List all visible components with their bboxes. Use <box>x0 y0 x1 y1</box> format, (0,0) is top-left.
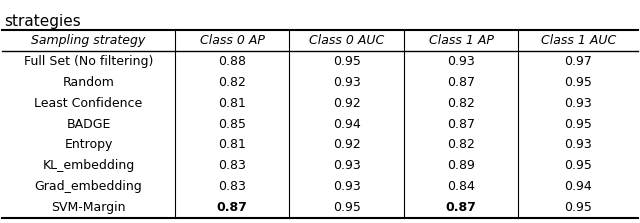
Text: 0.93: 0.93 <box>447 55 475 68</box>
Text: 0.95: 0.95 <box>333 201 361 214</box>
Text: 0.97: 0.97 <box>564 55 592 68</box>
Text: Grad_embedding: Grad_embedding <box>35 180 142 193</box>
Text: 0.94: 0.94 <box>333 118 360 130</box>
Text: strategies: strategies <box>4 14 81 29</box>
Text: Class 0 AUC: Class 0 AUC <box>309 34 385 47</box>
Text: 0.92: 0.92 <box>333 97 360 110</box>
Text: 0.83: 0.83 <box>218 180 246 193</box>
Text: 0.81: 0.81 <box>218 138 246 151</box>
Text: 0.88: 0.88 <box>218 55 246 68</box>
Text: 0.81: 0.81 <box>218 97 246 110</box>
Text: 0.85: 0.85 <box>218 118 246 130</box>
Text: 0.82: 0.82 <box>447 97 475 110</box>
Text: Class 1 AP: Class 1 AP <box>429 34 493 47</box>
Text: 0.84: 0.84 <box>447 180 475 193</box>
Text: 0.92: 0.92 <box>333 138 360 151</box>
Text: 0.82: 0.82 <box>218 76 246 89</box>
Text: 0.82: 0.82 <box>447 138 475 151</box>
Text: 0.95: 0.95 <box>564 76 592 89</box>
Text: 0.87: 0.87 <box>447 118 475 130</box>
Text: Class 0 AP: Class 0 AP <box>200 34 265 47</box>
Text: 0.93: 0.93 <box>564 138 592 151</box>
Text: 0.83: 0.83 <box>218 159 246 172</box>
Text: Class 1 AUC: Class 1 AUC <box>541 34 616 47</box>
Text: 0.95: 0.95 <box>564 159 592 172</box>
Text: 0.95: 0.95 <box>564 201 592 214</box>
Text: 0.94: 0.94 <box>564 180 592 193</box>
Text: 0.89: 0.89 <box>447 159 475 172</box>
Text: Sampling strategy: Sampling strategy <box>31 34 146 47</box>
Text: KL_embedding: KL_embedding <box>42 159 134 172</box>
Text: 0.95: 0.95 <box>564 118 592 130</box>
Text: BADGE: BADGE <box>67 118 111 130</box>
Text: 0.87: 0.87 <box>217 201 248 214</box>
Text: 0.93: 0.93 <box>333 159 360 172</box>
Text: 0.93: 0.93 <box>564 97 592 110</box>
Text: 0.87: 0.87 <box>447 76 475 89</box>
Text: 0.93: 0.93 <box>333 76 360 89</box>
Text: Random: Random <box>63 76 115 89</box>
Text: Entropy: Entropy <box>64 138 113 151</box>
Text: SVM-Margin: SVM-Margin <box>51 201 125 214</box>
Text: Least Confidence: Least Confidence <box>35 97 143 110</box>
Text: 0.87: 0.87 <box>445 201 477 214</box>
Text: Full Set (No filtering): Full Set (No filtering) <box>24 55 153 68</box>
Text: 0.95: 0.95 <box>333 55 361 68</box>
Text: 0.93: 0.93 <box>333 180 360 193</box>
